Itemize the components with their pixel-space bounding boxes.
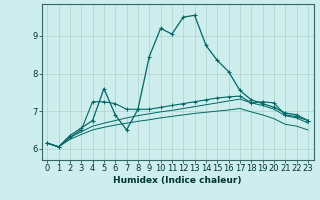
X-axis label: Humidex (Indice chaleur): Humidex (Indice chaleur)	[113, 176, 242, 185]
